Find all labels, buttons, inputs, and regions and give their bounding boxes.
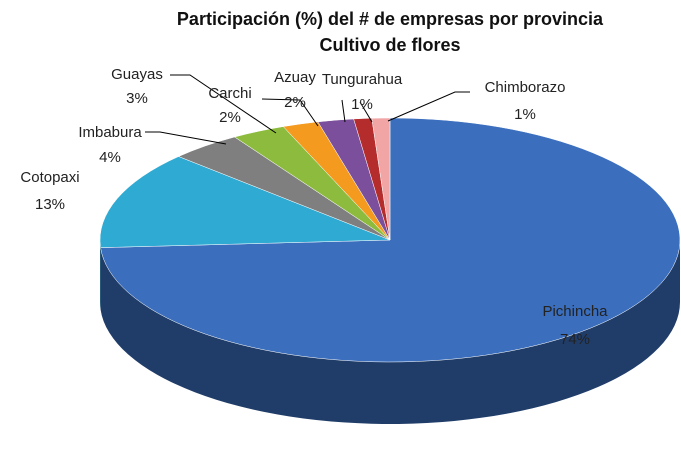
leader-line	[341, 99, 346, 123]
chart-title: Participación (%) del # de empresas por …	[177, 9, 604, 29]
value-label: 2%	[284, 94, 306, 111]
pie-tops	[99, 117, 681, 363]
category-label: Pichincha	[542, 303, 608, 320]
leader-lines	[145, 74, 470, 145]
category-label: Cotopaxi	[20, 169, 79, 186]
pie-slice	[99, 156, 391, 248]
pie-sides	[100, 240, 680, 425]
pie-slice	[371, 117, 391, 241]
category-label: Chimborazo	[485, 79, 566, 96]
pie-side	[100, 240, 101, 310]
category-label: Guayas	[111, 66, 163, 83]
leader-line	[145, 131, 227, 145]
leader-line	[387, 91, 470, 122]
value-label: 1%	[514, 106, 536, 123]
leader-line	[261, 98, 319, 127]
value-label: 4%	[99, 149, 121, 166]
value-label: 13%	[35, 196, 65, 213]
category-label: Carchi	[208, 85, 251, 102]
category-label: Azuay	[274, 69, 316, 86]
pie-side	[100, 240, 680, 425]
value-label: 1%	[351, 96, 373, 113]
labels: Pichincha 74% Cotopaxi 13% Imbabura 4% Guayas 3…	[20, 66, 608, 348]
value-label: 3%	[126, 90, 148, 107]
category-label: Imbabura	[78, 124, 142, 141]
leader-line	[170, 74, 277, 134]
value-label: 74%	[560, 331, 590, 348]
pie-slice	[100, 117, 681, 363]
category-label: Tungurahua	[322, 71, 403, 88]
value-label: 2%	[219, 109, 241, 126]
chart-subtitle: Cultivo de flores	[319, 35, 460, 55]
leader-line	[359, 101, 373, 123]
